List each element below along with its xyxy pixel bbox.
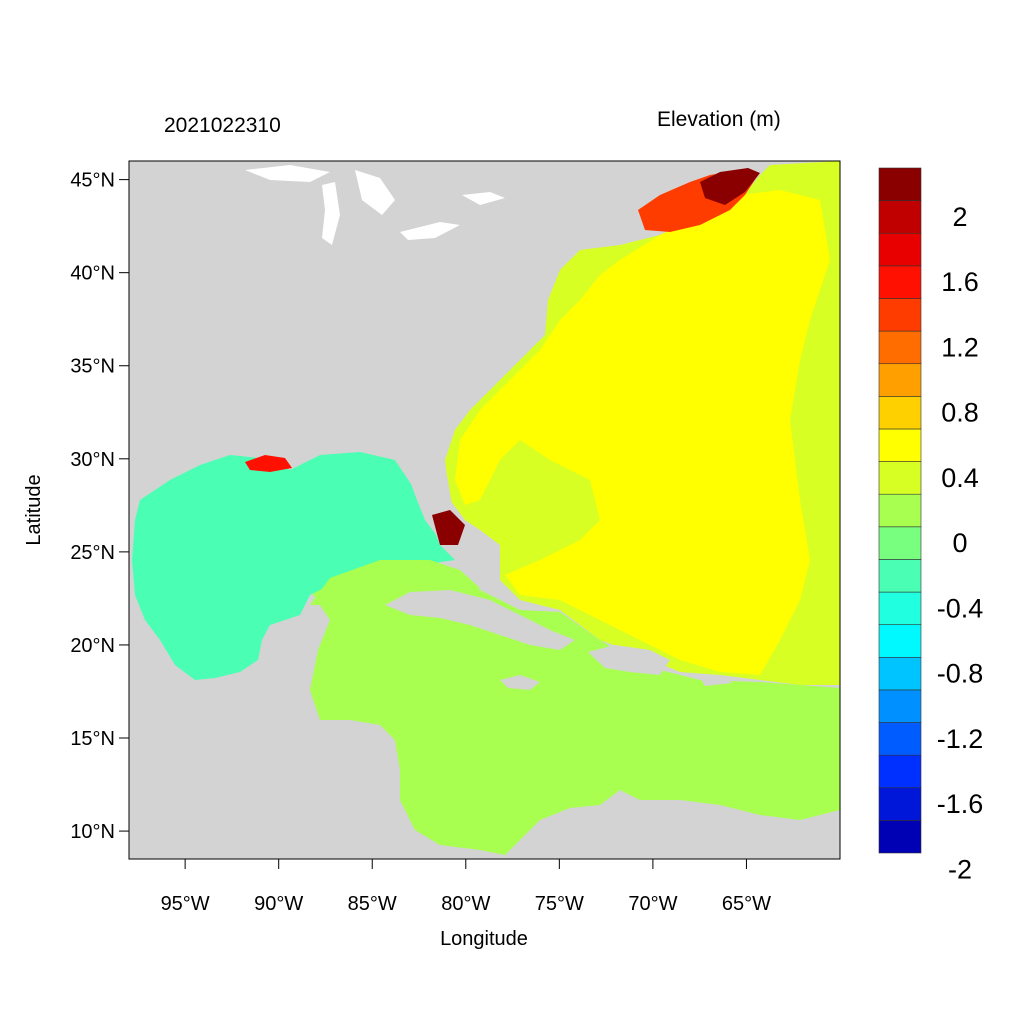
colorbar-label: -0.8	[937, 659, 984, 689]
colorbar-bin	[878, 559, 922, 593]
x-tick-label: 85°W	[348, 893, 397, 915]
jamaica-island	[500, 675, 540, 690]
y-tick-label: 40°N	[70, 263, 115, 285]
lake-huron	[355, 170, 395, 215]
atlantic-high-elevation-zone	[455, 190, 830, 675]
colorbar-bin	[878, 820, 922, 854]
louisiana-coast-surge	[245, 455, 292, 472]
gulf-of-maine-max-surge	[700, 168, 760, 205]
lake-superior	[245, 165, 330, 182]
colorbar-bin	[878, 396, 922, 430]
x-tick-label: 90°W	[254, 893, 303, 915]
map-time-label: 2021022310	[164, 114, 281, 137]
x-tick-label: 65°W	[722, 893, 771, 915]
colorbar-bin	[878, 428, 922, 462]
lake-erie	[400, 222, 460, 240]
y-tick-label: 35°N	[70, 356, 115, 378]
colorbar-bin	[878, 689, 922, 723]
caribbean-sea	[310, 570, 840, 855]
map-layers	[129, 161, 840, 859]
colorbar-bin	[878, 200, 922, 234]
x-tick-label: 70°W	[628, 893, 677, 915]
colorbar-bin	[878, 330, 922, 365]
colorbar-label: -1.2	[937, 724, 984, 754]
puerto-rico-island	[700, 676, 732, 686]
gulf-of-mexico	[132, 452, 455, 680]
colorbar-bin	[878, 754, 922, 789]
colorbar-bin	[878, 624, 922, 658]
y-tick-label: 10°N	[70, 821, 115, 843]
florida-surge-zone	[432, 510, 465, 545]
hispaniola-island	[588, 645, 670, 675]
colorbar-bin	[878, 526, 922, 560]
colorbar-bin	[878, 265, 922, 299]
y-axis-ticks: 45°N 40°N 35°N 30°N 25°N 20°N 15°N 10°N	[70, 170, 129, 843]
colorbar-label: -0.4	[937, 593, 984, 623]
x-axis-label: Longitude	[440, 928, 528, 950]
colorbar-bin	[878, 787, 922, 821]
colorbar-label: 0	[952, 528, 967, 558]
y-tick-label: 15°N	[70, 728, 115, 750]
colorbar-title: Elevation (m)	[657, 108, 781, 131]
x-tick-label: 75°W	[535, 893, 584, 915]
colorbar-label: 0.4	[941, 463, 979, 493]
colorbar-label: -2	[948, 854, 972, 884]
cuba-island	[385, 590, 575, 650]
colorbar-bin	[878, 232, 922, 267]
colorbar-label: 0.8	[941, 398, 979, 428]
colorbar-labels: 2 1.6 1.2 0.8 0.4 0 -0.4 -0.8 -1.2 -1.6 -2	[937, 202, 984, 884]
y-tick-label: 30°N	[70, 449, 115, 471]
south-america-land	[520, 808, 840, 858]
colorbar	[878, 167, 922, 854]
colorbar-label: 1.2	[941, 332, 979, 362]
y-tick-label: 25°N	[70, 542, 115, 564]
x-tick-label: 80°W	[441, 893, 490, 915]
central-america-land	[129, 718, 400, 858]
colorbar-bin	[878, 167, 922, 201]
y-tick-label: 20°N	[70, 635, 115, 657]
x-tick-label: 95°W	[161, 893, 210, 915]
colorbar-bin	[878, 493, 922, 528]
colorbar-bin	[878, 591, 922, 625]
colorbar-bin	[878, 656, 922, 691]
plot-frame	[128, 160, 841, 860]
y-axis-label: Latitude	[23, 474, 45, 545]
x-axis-ticks: 95°W 90°W 85°W 80°W 75°W 70°W 65°W	[161, 859, 771, 915]
colorbar-label: 2	[952, 202, 967, 232]
y-tick-label: 45°N	[70, 170, 115, 192]
lake-ontario	[462, 192, 505, 205]
colorbar-bin	[878, 461, 922, 495]
colorbar-bin	[878, 722, 922, 756]
colorbar-bin	[878, 363, 922, 397]
lake-michigan	[322, 182, 340, 245]
colorbar-label: 1.6	[941, 267, 979, 297]
colorbar-label: -1.6	[937, 789, 984, 819]
colorbar-bin	[878, 298, 922, 332]
